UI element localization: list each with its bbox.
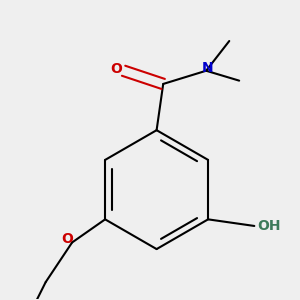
Text: N: N xyxy=(202,61,214,75)
Text: O: O xyxy=(61,232,73,246)
Text: OH: OH xyxy=(258,219,281,233)
Text: O: O xyxy=(110,62,122,76)
